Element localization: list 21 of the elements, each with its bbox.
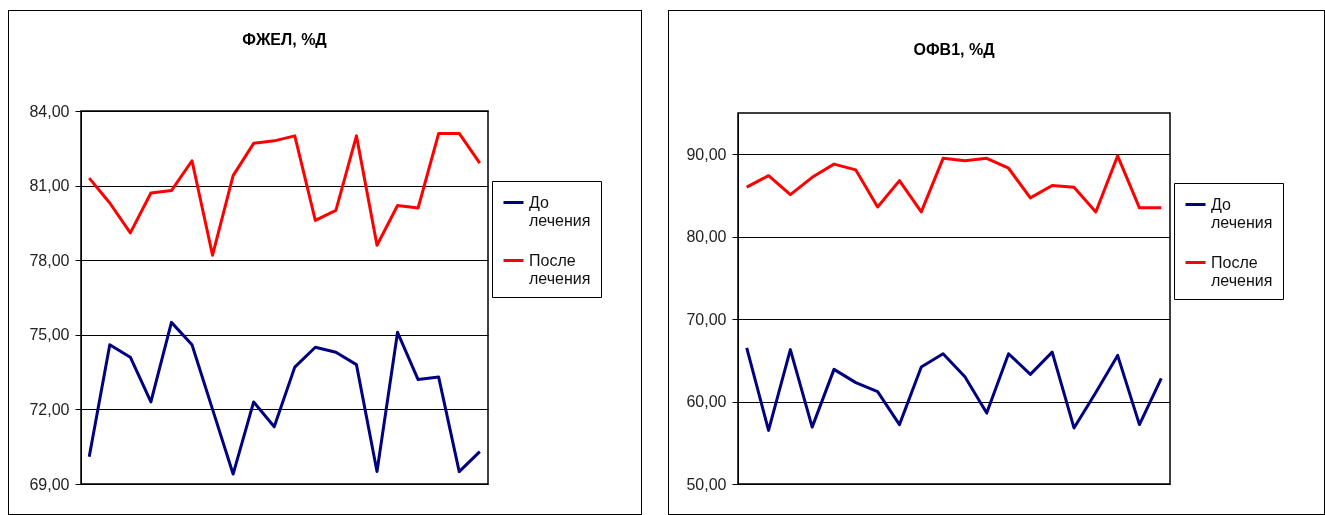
line-series [87,131,482,257]
y-tick-label: 69,00 [29,475,70,493]
chart-title: ОФВ1, %Д [913,41,996,58]
y-tick-label: 75,00 [29,326,70,344]
legend-label: После лечения [529,251,591,287]
y-tick-label: 60,00 [686,393,727,411]
y-tick-label: 81,00 [29,177,70,195]
y-tick-label: 78,00 [29,251,70,269]
legend-label: До лечения [1211,195,1273,231]
y-tick-label: 90,00 [686,145,727,163]
y-tick-label: 80,00 [686,228,727,246]
y-tick-label: 72,00 [29,400,70,418]
line-series [745,346,1163,432]
legend-label: До лечения [529,193,591,229]
y-tick-label: 84,00 [29,102,70,120]
line-series [87,320,482,476]
y-tick-label: 50,00 [686,475,727,493]
chart-title: ФЖЕЛ, %Д [242,31,328,48]
y-tick-label: 70,00 [686,310,727,328]
line-series [745,154,1163,214]
legend-label: После лечения [1211,253,1273,289]
